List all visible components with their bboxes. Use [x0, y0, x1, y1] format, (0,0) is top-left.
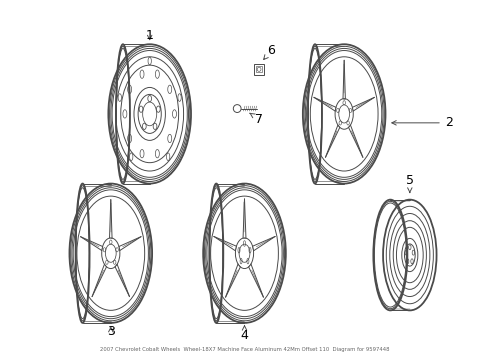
Bar: [256, 66, 262, 72]
Text: 4: 4: [240, 326, 248, 342]
Text: 5: 5: [405, 174, 413, 192]
Text: 2: 2: [391, 116, 452, 129]
Text: 6: 6: [263, 44, 275, 59]
Text: 7: 7: [249, 113, 263, 126]
Text: 3: 3: [107, 325, 115, 338]
Text: 2007 Chevrolet Cobalt Wheels  Wheel-18X7 Machine Face Aluminum 42Mm Offset 110  : 2007 Chevrolet Cobalt Wheels Wheel-18X7 …: [100, 347, 388, 352]
Bar: [253, 64, 264, 75]
Text: 1: 1: [145, 29, 153, 42]
